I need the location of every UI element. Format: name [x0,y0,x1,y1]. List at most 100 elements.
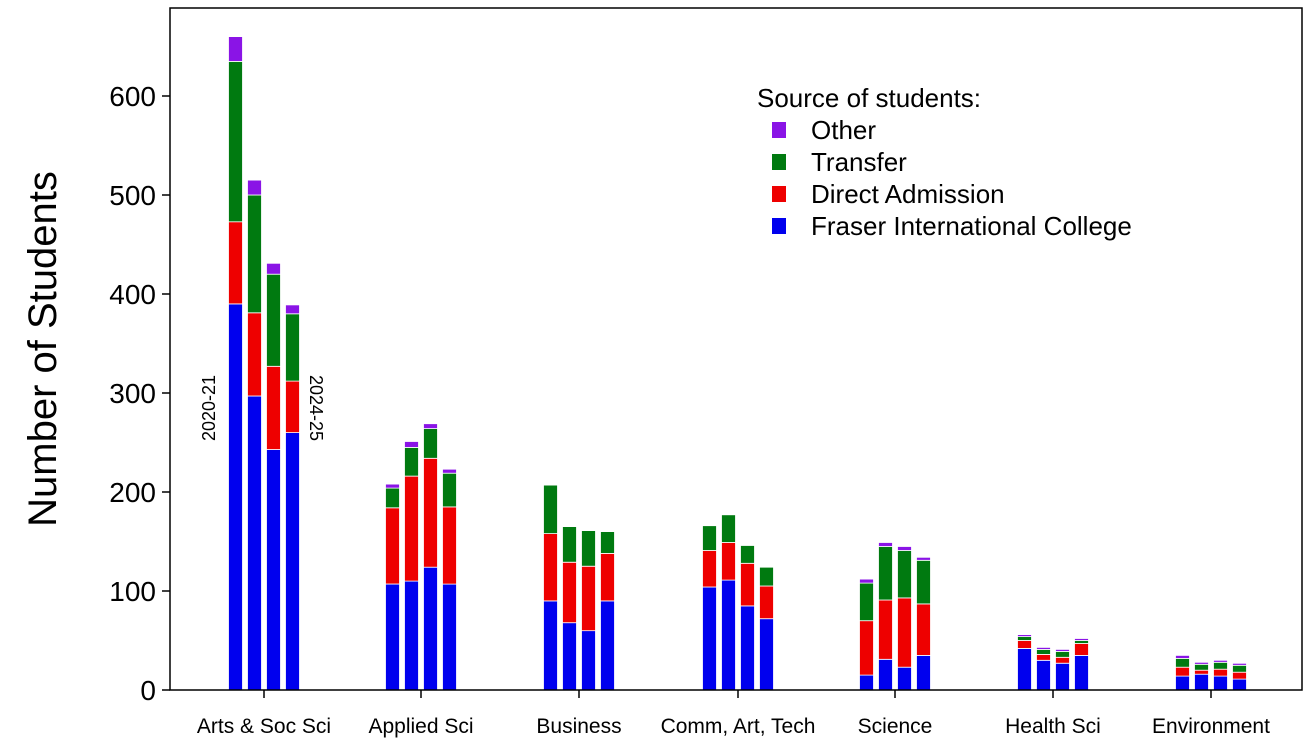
bar-segment [859,620,874,676]
bar-segment [266,448,281,691]
year-annotation-first: 2020-21 [199,375,219,441]
bar-segment [266,262,281,275]
bar-segment [543,484,558,535]
bar-segment [228,303,243,691]
bar-segment [385,583,400,691]
bar-segment [1055,649,1070,652]
bar-segment [581,530,596,567]
bar-segment [423,566,438,691]
bar-segment [759,585,774,620]
bar-segment [1175,666,1190,677]
bar-segment [1194,669,1209,675]
bars-layer [228,36,1247,691]
bar-segment [1055,651,1070,658]
bar-segment [285,432,300,691]
bar-segment [897,597,912,668]
bar-segment [1074,643,1089,656]
bar-segment [1175,657,1190,668]
bar-segment [859,674,874,691]
bar-segment [740,562,755,607]
bar-segment [878,658,893,691]
x-tick-label: Science [858,715,933,738]
bar-segment [1194,673,1209,691]
legend-swatch [772,218,786,234]
bar-segment [1017,634,1032,637]
bar-segment [1175,675,1190,691]
bar-segment [1074,655,1089,691]
bar-segment [404,441,419,448]
bar-segment [600,531,615,554]
legend-title: Source of students: [757,83,981,113]
bar-segment [543,600,558,691]
bar-segment [423,423,438,430]
bar-segment [385,483,400,489]
bar-segment [916,556,931,561]
bar-segment [423,457,438,568]
bar-segment [562,526,577,563]
bar-segment [1194,663,1209,671]
bar-segment [702,586,717,691]
axes-layer: 0 100 200 300 400 500 600 Arts & Soc Sci Applied… [109,7,1303,738]
legend: Source of students: OtherTransferDirect … [757,83,1132,241]
bar-segment [247,312,262,397]
x-tick-label: Business [536,715,621,738]
bar-segment [1036,659,1051,691]
bar-segment [1232,678,1247,691]
bar-segment [228,36,243,62]
bar-segment [442,472,457,508]
y-tick-label: 500 [109,180,156,211]
legend-swatch [772,122,786,138]
bar-segment [897,546,912,551]
y-tick-label: 200 [109,477,156,508]
bar-segment [878,546,893,601]
y-axis-label-group: Number of Students [21,171,65,527]
annotation-layer: 2020-21 2024-25 [199,375,326,441]
x-tick-label: Arts & Soc Sci [197,715,331,738]
y-axis-label: Number of Students [21,171,65,527]
bar-segment [1017,648,1032,691]
bar-segment [442,506,457,585]
y-tick-label: 600 [109,81,156,112]
bar-segment [721,579,736,691]
bar-segment [600,600,615,691]
bar-segment [266,365,281,450]
bar-segment [1036,649,1051,655]
bar-segment [1074,638,1089,641]
x-tick-label: Comm, Art, Tech [661,715,816,738]
legend-label: Transfer [811,147,907,177]
bar-segment [916,603,931,656]
bar-segment [1232,662,1247,666]
bar-segment [897,666,912,691]
bar-segment [702,525,717,551]
bar-segment [247,194,262,314]
y-tick-label: 400 [109,279,156,310]
bar-segment [1213,668,1228,677]
bar-segment [759,566,774,587]
x-tick-label: Health Sci [1005,715,1101,738]
bar-segment [740,545,755,564]
bar-segment [404,475,419,582]
bar-segment [404,580,419,691]
legend-swatch [772,154,786,170]
bar-segment [543,533,558,602]
bar-segment [266,273,281,367]
bar-segment [562,561,577,624]
bar-segment [1074,640,1089,644]
x-tick-label: Applied Sci [368,715,473,738]
bar-segment [1036,647,1051,650]
bar-segment [385,487,400,509]
bar-segment [285,304,300,315]
bar-segment [442,468,457,474]
bar-segment [702,550,717,588]
bar-segment [600,553,615,602]
bar-segment [442,583,457,691]
bar-segment [859,578,874,584]
bar-segment [878,542,893,547]
plot-frame [169,7,1303,691]
bar-segment [385,507,400,585]
bar-segment [228,61,243,223]
bar-segment [916,559,931,605]
bar-segment [721,542,736,581]
